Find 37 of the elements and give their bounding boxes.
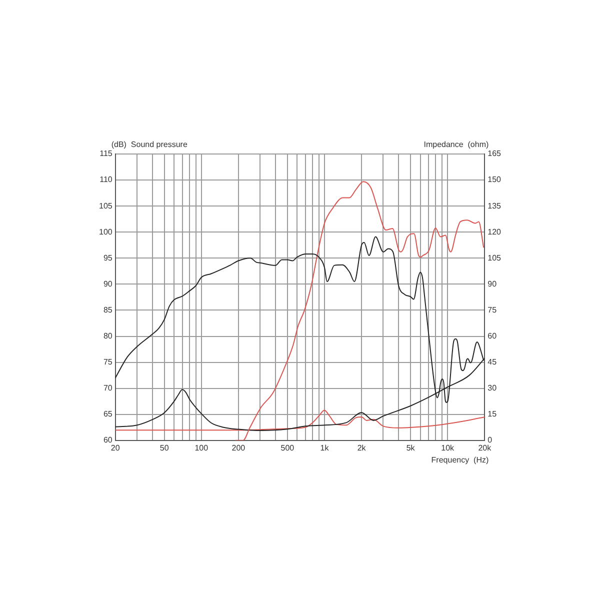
y2-tick-label: 0 xyxy=(488,436,493,445)
y2-tick-label: 90 xyxy=(488,279,498,288)
y-tick-label: 70 xyxy=(103,384,113,393)
x-tick-label: 1k xyxy=(320,443,330,452)
y-tick-label: 115 xyxy=(100,149,113,158)
y2-tick-label: 60 xyxy=(488,331,498,340)
x-tick-label: 500 xyxy=(280,443,295,452)
x-tick-label: 20k xyxy=(478,443,492,452)
y-tick-label: 85 xyxy=(103,305,113,314)
y-tick-label: 100 xyxy=(98,227,113,236)
y2-tick-label: 120 xyxy=(488,227,502,236)
y2-tick-label: 15 xyxy=(488,410,498,419)
y-tick-label: 60 xyxy=(103,436,113,445)
y-tick-label: 95 xyxy=(103,253,113,262)
y-tick-label: 75 xyxy=(103,357,113,366)
x-tick-label: 10k xyxy=(441,443,456,452)
x-tick-label: 200 xyxy=(232,443,246,452)
y-tick-label: 80 xyxy=(103,331,113,340)
y2-tick-label: 75 xyxy=(488,305,498,314)
y-tick-label: 105 xyxy=(98,201,113,210)
y-tick-label: 65 xyxy=(103,410,113,419)
x-tick-label: 2k xyxy=(357,443,367,452)
y2-axis-title: Impedance (ohm) xyxy=(424,140,489,150)
y2-tick-label: 150 xyxy=(488,175,502,184)
x-axis-title: Frequency (Hz) xyxy=(431,456,489,465)
x-tick-label: 20 xyxy=(110,443,120,452)
y-tick-label: 110 xyxy=(100,175,113,184)
y2-tick-label: 105 xyxy=(488,253,502,262)
y2-tick-label: 30 xyxy=(488,384,498,393)
y2-tick-label: 165 xyxy=(488,149,502,158)
x-tick-label: 5k xyxy=(406,443,416,452)
y2-tick-label: 135 xyxy=(488,201,502,210)
y-axis-title: (dB) Sound pressure xyxy=(111,140,188,150)
x-tick-label: 50 xyxy=(160,443,170,452)
x-tick-label: 100 xyxy=(194,443,209,452)
y2-tick-label: 45 xyxy=(488,357,498,366)
y-tick-label: 90 xyxy=(103,279,113,288)
